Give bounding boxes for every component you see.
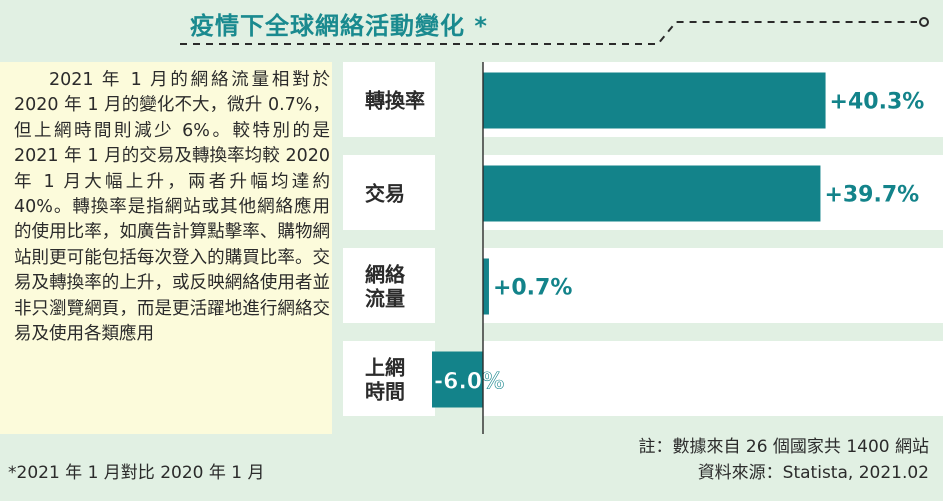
description-panel: 2021 年 1 月的網絡流量相對於 2020 年 1 月的變化不大，微升 0.… — [0, 62, 332, 434]
row-gap — [435, 248, 483, 323]
row-band — [343, 248, 943, 323]
data-label: +40.3% — [830, 90, 925, 115]
data-note: 註：數據來自 26 個國家共 1400 網站 — [638, 437, 929, 457]
source-credit: 資料來源：Statista, 2021.02 — [697, 463, 929, 483]
category-label: 交易 — [365, 182, 405, 206]
bar — [483, 72, 826, 129]
bar — [483, 258, 489, 315]
row-gap — [435, 155, 483, 230]
footnote: *2021 年 1 月對比 2020 年 1 月 — [8, 463, 265, 483]
bar — [483, 165, 821, 222]
category-label: 流量 — [365, 287, 405, 311]
chart-title: 疫情下全球網絡活動變化 * — [190, 12, 488, 40]
category-label: 時間 — [365, 380, 405, 404]
category-label: 轉換率 — [365, 89, 425, 113]
category-label: 網絡 — [365, 263, 406, 287]
data-label: +0.7% — [493, 276, 572, 301]
data-label: -6.0% — [434, 370, 504, 395]
data-label: +39.7% — [824, 183, 919, 208]
row-gap — [435, 62, 483, 137]
bar — [432, 351, 483, 408]
description-text: 2021 年 1 月的網絡流量相對於 2020 年 1 月的變化不大，微升 0.… — [14, 70, 330, 345]
category-label: 上網 — [365, 356, 405, 380]
title-dashed-line — [180, 17, 929, 45]
bar-chart: 轉換率 +40.3% 交易 +39.7% 網絡流量 +0.7% 上網時間 -6.0% — [343, 62, 943, 434]
